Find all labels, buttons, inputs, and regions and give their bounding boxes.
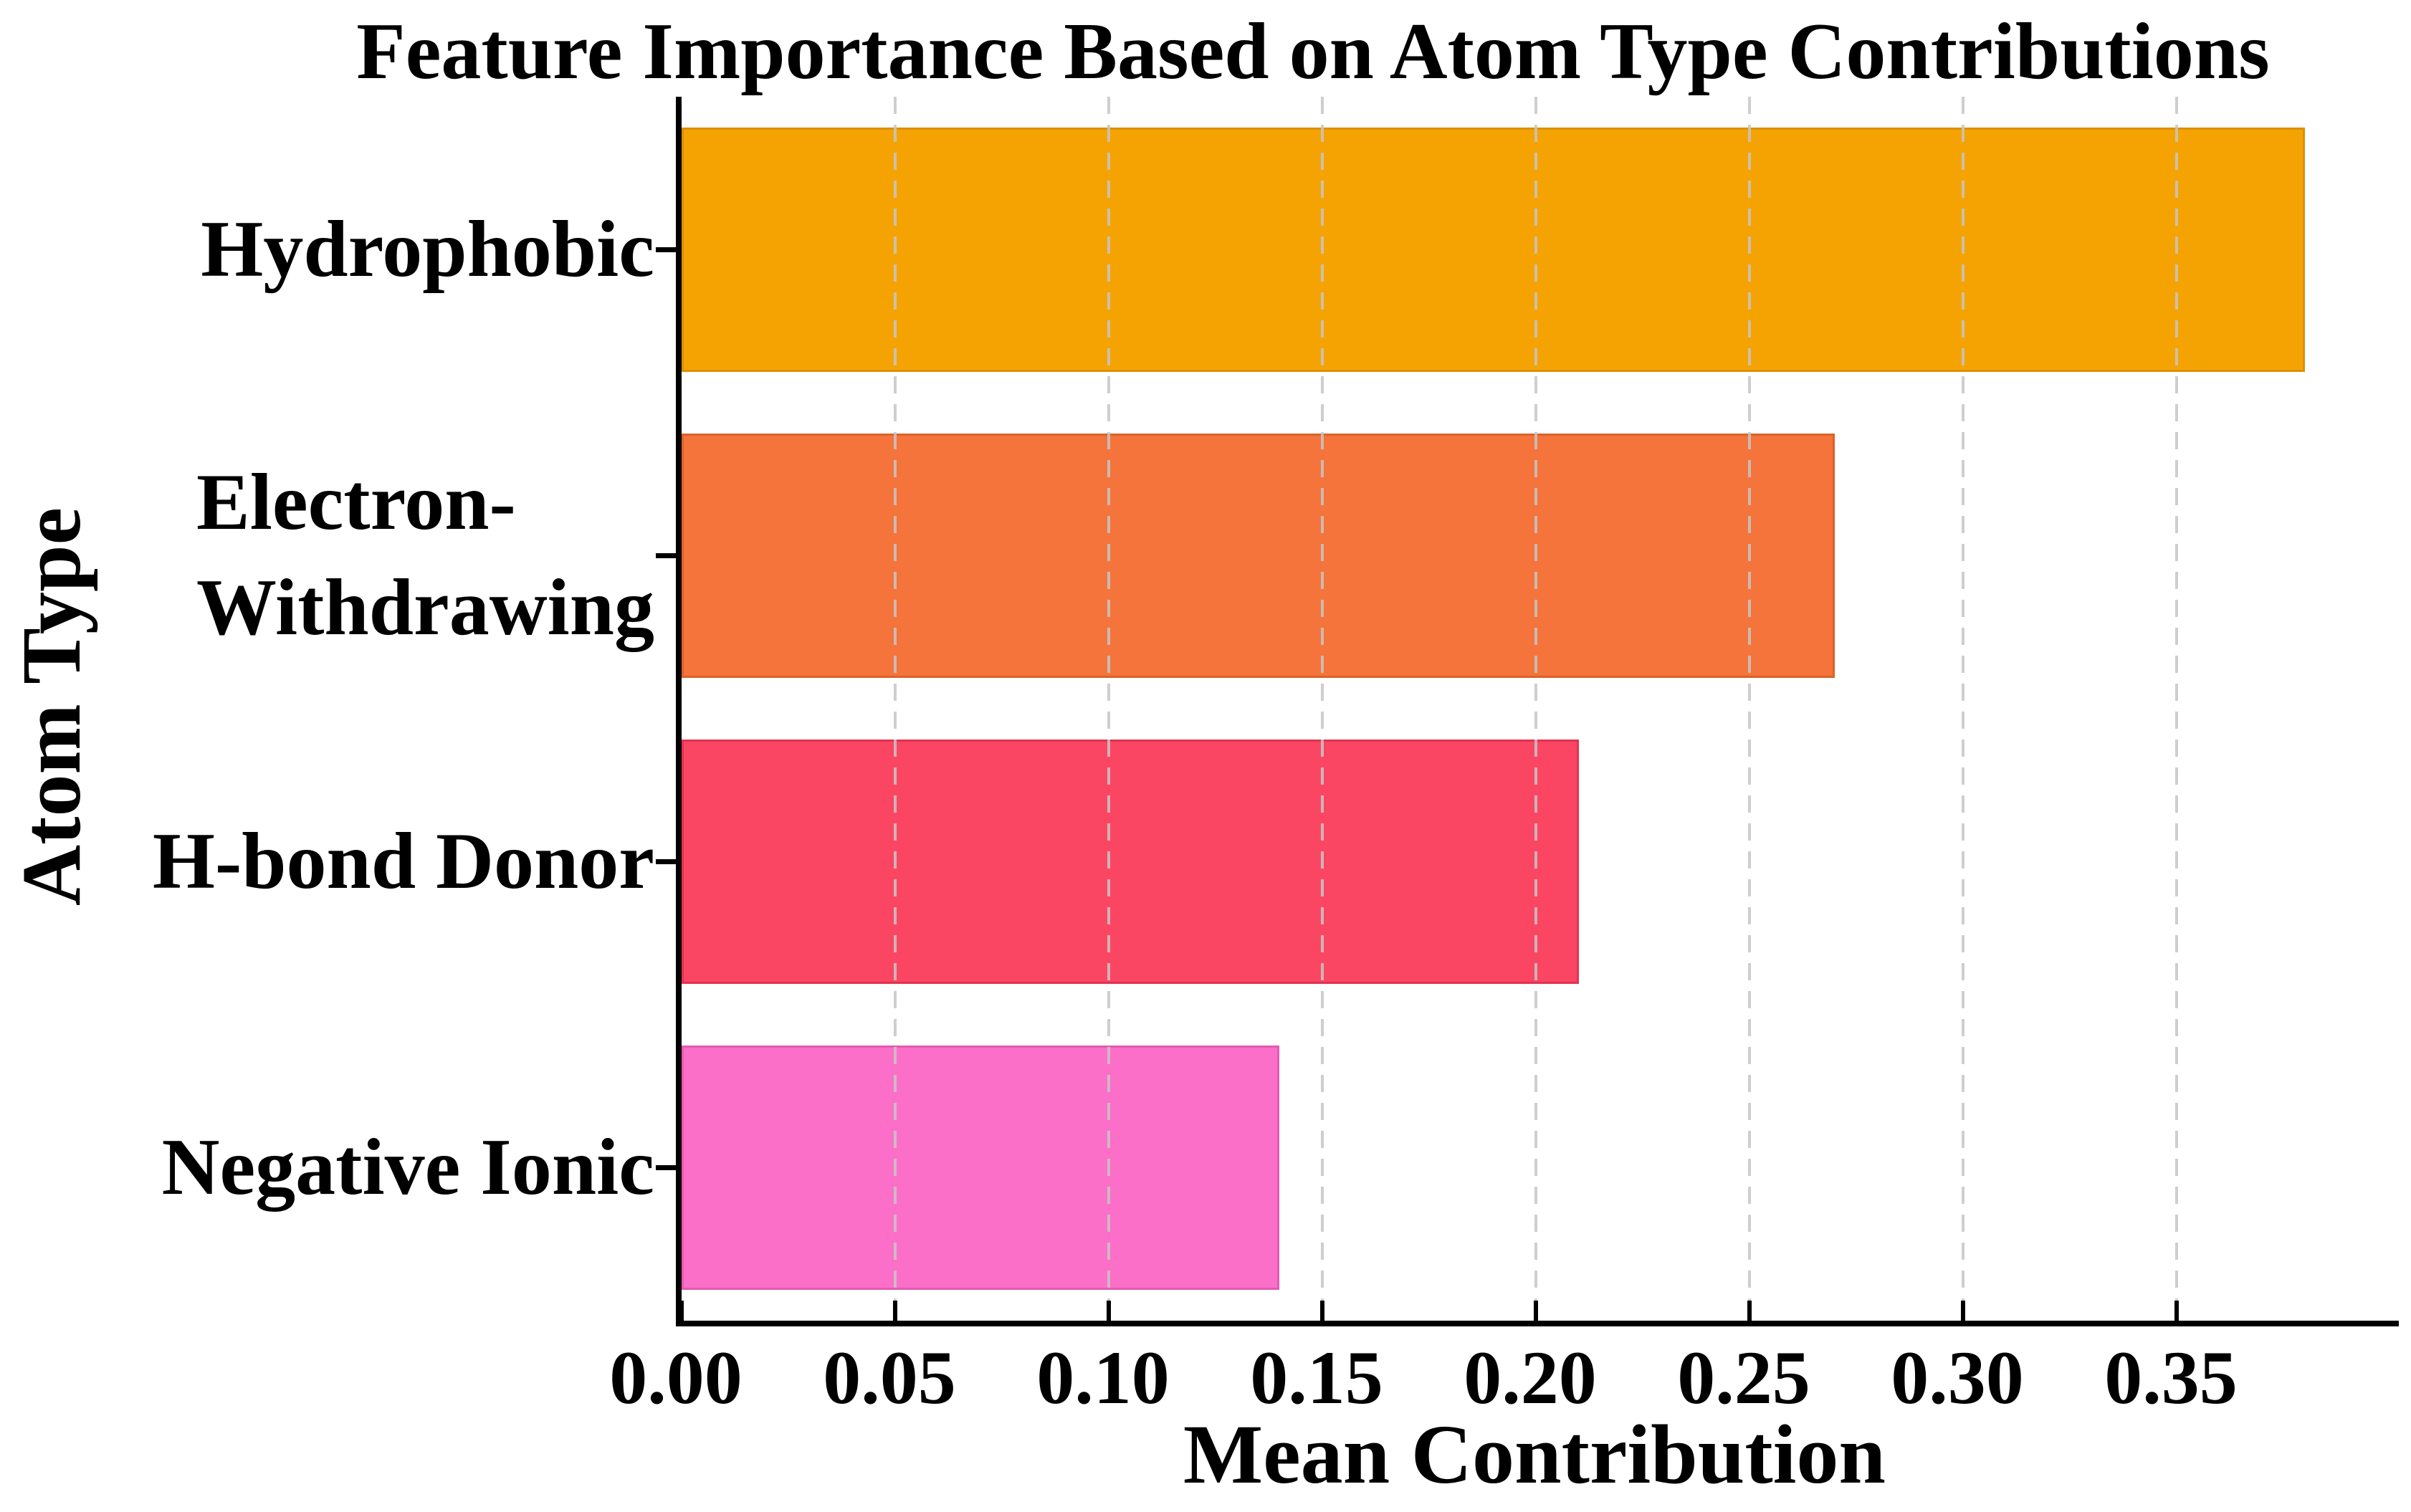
bar-electron-withdrawing xyxy=(682,433,1835,679)
x-tick-0.30 xyxy=(1961,1301,1965,1321)
x-tick-label-0.25: 0.25 xyxy=(1677,1336,1810,1420)
gridline-0.15 xyxy=(1321,97,1324,1321)
x-tick-label-0.05: 0.05 xyxy=(823,1336,956,1420)
category-label-text: Electron- Withdrawing xyxy=(196,457,654,653)
gridline-0.25 xyxy=(1748,97,1751,1321)
bar-hydrophobic xyxy=(682,127,2305,373)
bar-negative-ionic xyxy=(682,1045,1280,1291)
plot-area xyxy=(656,97,2399,1326)
x-tick-0.25 xyxy=(1747,1301,1752,1321)
category-label-electron-withdrawing: Electron- Withdrawing xyxy=(196,450,654,662)
x-axis-title: Mean Contribution xyxy=(1183,1407,1886,1501)
y-tick-hydrophobic xyxy=(656,247,676,252)
gridline-0.35 xyxy=(2175,97,2178,1321)
gridline-0.20 xyxy=(1534,97,1537,1321)
bar-h-bond-donor xyxy=(682,739,1579,985)
y-tick-negative-ionic xyxy=(656,1165,676,1170)
x-tick-label-0.00: 0.00 xyxy=(609,1336,743,1420)
y-axis-title: Atom Type xyxy=(4,507,98,906)
x-tick-label-0.15: 0.15 xyxy=(1250,1336,1383,1420)
chart-title: Feature Importance Based on Atom Type Co… xyxy=(356,7,2270,96)
x-tick-0.20 xyxy=(1534,1301,1538,1321)
category-label-hydrophobic: Hydrophobic xyxy=(201,197,654,303)
x-tick-0.00 xyxy=(679,1301,684,1321)
x-tick-0.05 xyxy=(893,1301,897,1321)
x-tick-0.10 xyxy=(1107,1301,1111,1321)
category-label-text: Hydrophobic xyxy=(201,204,654,294)
x-tick-label-0.20: 0.20 xyxy=(1464,1336,1597,1420)
x-tick-label-0.10: 0.10 xyxy=(1036,1336,1170,1420)
category-label-text: Negative Ionic xyxy=(161,1122,654,1212)
category-label-h-bond-donor: H-bond Donor xyxy=(153,809,654,915)
y-tick-electron-withdrawing xyxy=(656,553,676,558)
x-tick-label-0.30: 0.30 xyxy=(1891,1336,2024,1420)
category-label-negative-ionic: Negative Ionic xyxy=(162,1115,654,1221)
gridline-0.30 xyxy=(1962,97,1964,1321)
y-tick-h-bond-donor xyxy=(656,859,676,864)
category-label-text: H-bond Donor xyxy=(152,816,654,906)
gridline-0.10 xyxy=(1107,97,1110,1321)
gridline-0.05 xyxy=(894,97,897,1321)
x-tick-0.35 xyxy=(2174,1301,2179,1321)
x-tick-0.15 xyxy=(1320,1301,1324,1321)
x-tick-label-0.35: 0.35 xyxy=(2104,1336,2238,1420)
